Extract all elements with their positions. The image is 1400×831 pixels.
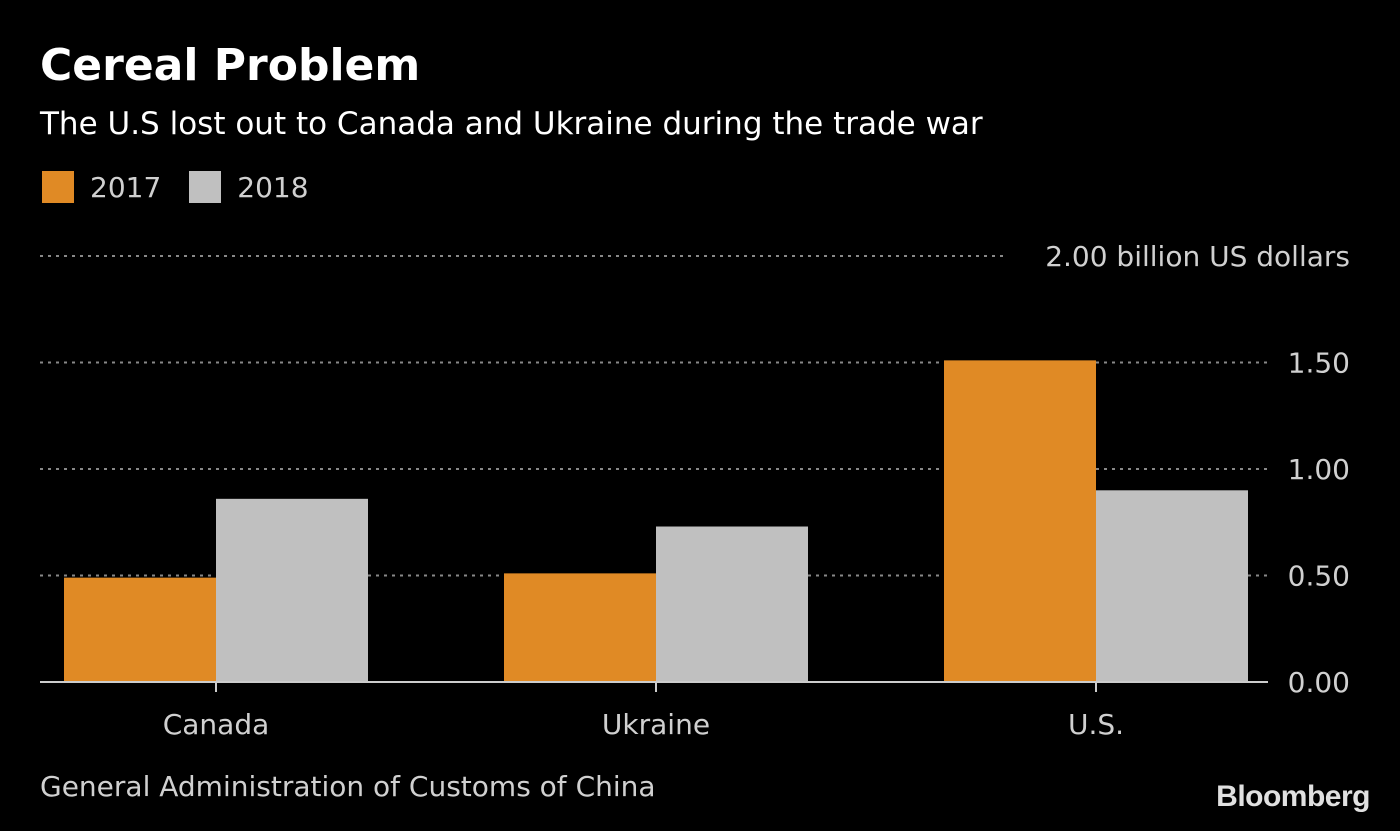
legend-item-2018: 2018	[189, 170, 309, 204]
y-tick-label-1: 0.50	[1288, 560, 1350, 593]
bar-2017-us	[944, 360, 1096, 682]
source-note: General Administration of Customs of Chi…	[40, 770, 656, 803]
x-tick-label-0: Canada	[163, 708, 270, 741]
bar-2017-ukraine	[504, 573, 656, 682]
bloomberg-logo: Bloomberg	[1216, 780, 1370, 813]
x-tick-label-1: Ukraine	[602, 708, 710, 741]
x-tick-label-2: U.S.	[1068, 708, 1124, 741]
chart-title: Cereal Problem	[40, 40, 421, 91]
legend-swatch-2018	[189, 171, 222, 203]
bar-2018-canada	[216, 498, 368, 682]
legend-item-2017: 2017	[42, 171, 161, 204]
chart-subtitle: The U.S lost out to Canada and Ukraine d…	[40, 106, 983, 142]
legend-label-2017: 2017	[90, 170, 162, 204]
y-tick-label-3: 1.50	[1288, 347, 1350, 380]
legend: 2017 2018	[42, 170, 337, 204]
y-tick-label-4: 2.00 billion US dollars	[1045, 240, 1350, 273]
bar-2018-ukraine	[656, 526, 808, 682]
bar-2018-us	[1096, 490, 1248, 682]
y-tick-label-0: 0.00	[1288, 666, 1350, 699]
y-tick-label-2: 1.00	[1288, 453, 1350, 486]
bar-2017-canada	[64, 577, 216, 682]
legend-label-2018: 2018	[237, 170, 309, 204]
legend-swatch-2017	[42, 171, 74, 203]
